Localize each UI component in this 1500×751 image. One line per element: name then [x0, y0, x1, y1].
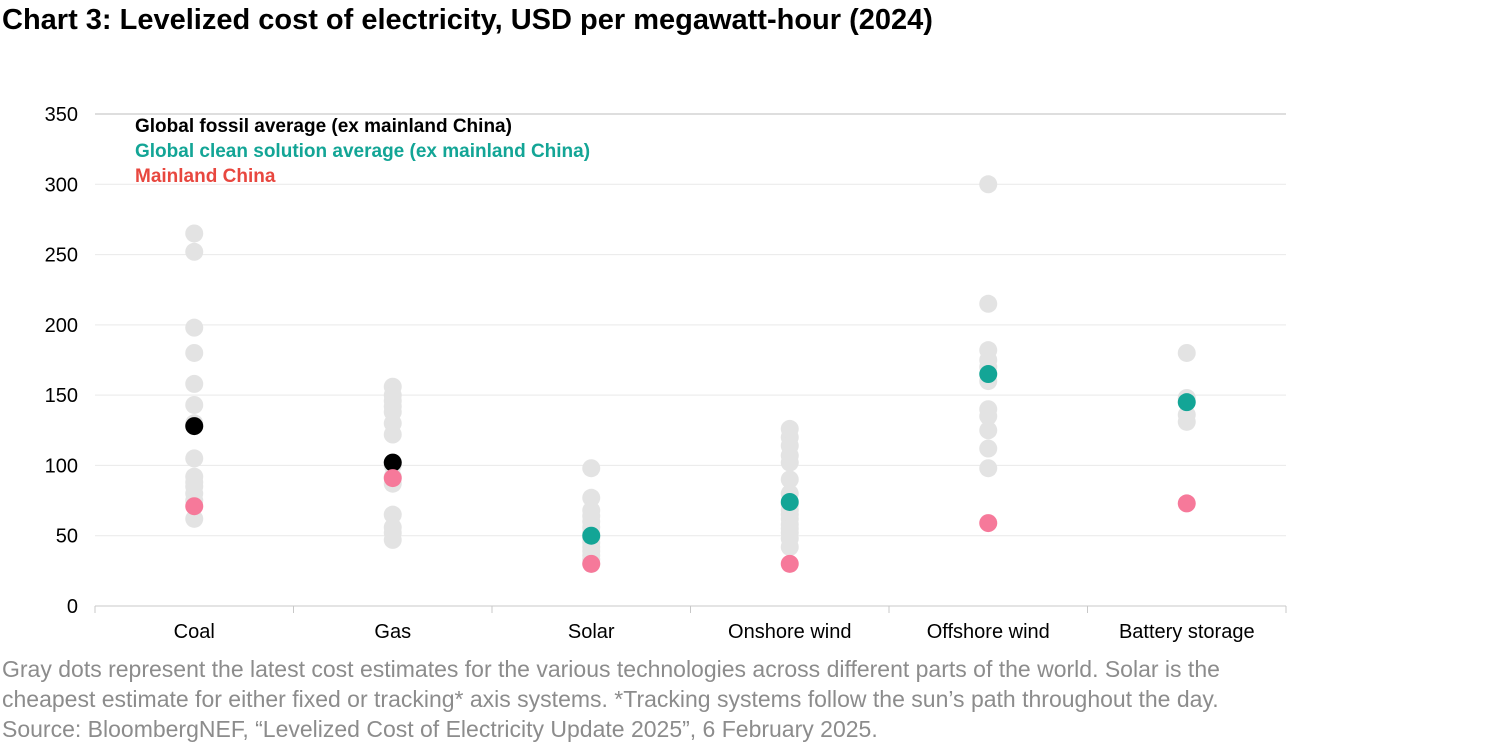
gray-estimate-dot [185, 242, 204, 261]
y-tick-label: 100 [45, 455, 78, 477]
china-point [780, 554, 799, 573]
gray-estimate-dot [780, 470, 799, 489]
gray-estimate-dot [185, 509, 204, 528]
gray-estimate-dot [979, 294, 998, 313]
gray-estimate-dot [1177, 412, 1196, 431]
gray-estimate-dot [1177, 343, 1196, 362]
gray-estimate-dot [383, 505, 402, 524]
x-tick-label: Solar [568, 621, 615, 643]
fossil-point [383, 453, 402, 472]
chart-caption: Gray dots represent the latest cost esti… [2, 654, 1492, 744]
x-tick-label: Gas [374, 621, 411, 643]
gray-estimate-dot [780, 453, 799, 472]
gray-estimate-dot [185, 395, 204, 414]
chart-title: Chart 3: Levelized cost of electricity, … [2, 4, 933, 36]
clean-point [780, 492, 799, 511]
china-point [383, 469, 402, 488]
x-tick-label: Coal [174, 621, 215, 643]
y-tick-label: 200 [45, 315, 78, 337]
gray-estimate-dot [582, 488, 601, 507]
x-tick-label: Battery storage [1119, 621, 1255, 643]
y-tick-label: 50 [56, 526, 78, 548]
y-tick-label: 350 [45, 104, 78, 126]
gray-estimate-dot [780, 537, 799, 556]
china-point [979, 514, 998, 533]
gray-estimate-dot [185, 449, 204, 468]
gray-estimate-dot [185, 318, 204, 337]
y-tick-label: 300 [45, 174, 78, 196]
caption-line-1: Gray dots represent the latest cost esti… [2, 656, 1220, 682]
legend-clean: Global clean solution average (ex mainla… [135, 141, 590, 162]
gray-estimate-dot [383, 425, 402, 444]
x-tick-label: Offshore wind [927, 621, 1050, 643]
china-point [185, 497, 204, 516]
china-point [582, 554, 601, 573]
gray-estimate-dot [185, 224, 204, 243]
gray-estimate-dot [185, 374, 204, 393]
levelized-cost-chart: 0 50 100 150 200 250 300 350 Coal Gas Solar Onshore… [45, 104, 1287, 643]
gray-estimate-dot [979, 175, 998, 194]
y-tick-label: 250 [45, 245, 78, 267]
gray-estimate-dot [979, 407, 998, 426]
caption-line-2: cheapest estimate for either fixed or tr… [2, 686, 1219, 712]
legend-fossil: Global fossil average (ex mainland China… [135, 116, 512, 137]
gray-estimate-dot [979, 439, 998, 458]
x-tick-label: Onshore wind [728, 621, 851, 643]
clean-point [1177, 393, 1196, 412]
legend-china: Mainland China [135, 166, 276, 187]
gray-estimate-dot [582, 459, 601, 478]
fossil-point [185, 417, 204, 436]
gray-estimate-dot [979, 459, 998, 478]
y-tick-label: 0 [67, 596, 78, 618]
caption-line-3: Source: BloombergNEF, “Levelized Cost of… [2, 716, 878, 742]
clean-point [979, 365, 998, 384]
gray-estimate-dot [383, 530, 402, 549]
gray-estimate-dot [185, 343, 204, 362]
gray-estimate-dot [979, 421, 998, 440]
y-tick-label: 150 [45, 385, 78, 407]
clean-point [582, 526, 601, 545]
china-point [1177, 494, 1196, 513]
